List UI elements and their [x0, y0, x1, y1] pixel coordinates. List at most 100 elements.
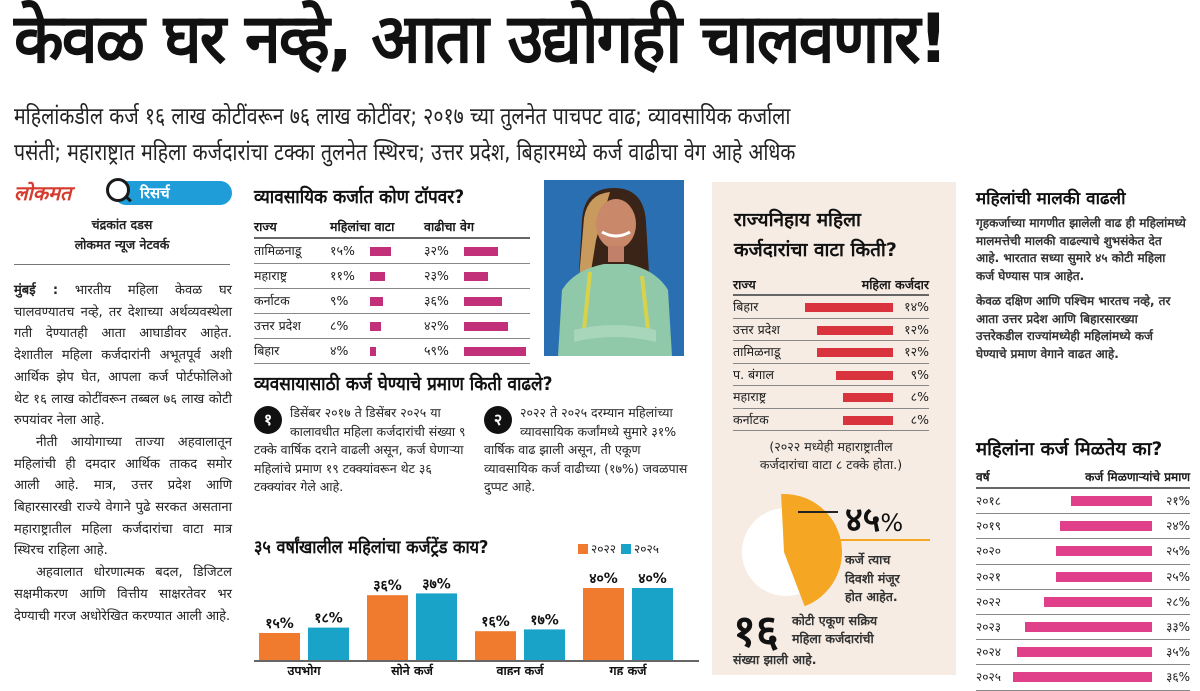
- state-share-header: राज्य महिला कर्जदार: [733, 275, 929, 296]
- same-day-unit: %: [880, 509, 904, 537]
- active-borrowers-caption-3: संख्या झाली आहे.: [733, 652, 817, 667]
- business-table-header: राज्य महिलांचा वाटा वाढीचा वेग: [254, 216, 530, 239]
- header-women-borrowers: महिला कर्जदार: [861, 277, 929, 292]
- business-table-row: कर्नाटक ९% ३६%: [254, 289, 530, 314]
- increase-point-1-text: डिसेंबर २०१७ ते डिसेंबर २०२५ या कालावधीत…: [254, 405, 466, 494]
- header-state: राज्य: [733, 277, 756, 292]
- row-value: ३५%: [1166, 645, 1190, 660]
- number-badge-1: १: [254, 406, 282, 434]
- loan-access-row: २०२२ २८%: [976, 590, 1190, 615]
- same-day-caption-2: दिवशी मंजूर: [845, 570, 900, 586]
- growth-bar: [464, 246, 498, 256]
- headline: केवळ घर नव्हे, आता उद्योगही चालवणार!: [14, 0, 948, 79]
- bar-value-label: १५%: [265, 616, 294, 632]
- dateline: मुंबई :: [14, 283, 59, 298]
- bar-value-label: १७%: [530, 612, 559, 628]
- subheadline-line-2: पसंती; महाराष्ट्रात महिला कर्जदारांचा टक…: [14, 138, 796, 166]
- loan-access-title: महिलांना कर्ज मिळतेय का?: [976, 439, 1163, 460]
- share-bar: [370, 296, 383, 306]
- loan-ratio-bar: [1059, 521, 1152, 532]
- state-share-row: प. बंगाल ९%: [733, 364, 929, 386]
- women-borrowers-bar: [804, 303, 893, 312]
- loan-ratio-bar: [1055, 571, 1152, 582]
- row-value: २५%: [1166, 569, 1190, 584]
- active-borrowers-caption-2: महिला कर्जदारांची: [792, 631, 874, 646]
- loan-access-row: २०२५ ३६%: [976, 665, 1190, 691]
- chart-title: ३५ वर्षांखालील महिलांचा कर्जट्रेंड काय?: [254, 537, 489, 558]
- same-day-caption-3: होत आहेत.: [845, 589, 898, 604]
- bar-२०२२-3: [583, 588, 624, 660]
- same-day-value: ४५: [845, 500, 881, 540]
- header-state: राज्य: [254, 219, 277, 234]
- growth-bar: [464, 296, 502, 306]
- share-value: ८%: [330, 318, 349, 333]
- row-state: बिहार: [254, 343, 280, 358]
- row-year: २०२०: [976, 544, 1001, 559]
- row-state: उत्तर प्रदेश: [733, 321, 780, 337]
- row-share: १५%: [330, 239, 424, 263]
- row-share: ९%: [330, 289, 424, 313]
- row-value: २५%: [1166, 544, 1190, 559]
- state-share-row: कर्नाटक ८%: [733, 409, 929, 431]
- subheadline: महिलांकडील कर्ज १६ लाख कोटींवरून ७६ लाख …: [14, 98, 993, 170]
- row-state: महाराष्ट्र: [254, 268, 288, 283]
- bar-२०२२-1: [367, 595, 408, 660]
- bar-२०२२-2: [475, 631, 516, 660]
- share-value: ११%: [330, 268, 355, 283]
- business-table-row: तामिळनाडू १५% ३२%: [254, 239, 530, 264]
- row-value: ९%: [910, 366, 929, 382]
- state-share-title-line-1: राज्यनिहाय महिला: [734, 209, 861, 231]
- row-state: कर्नाटक: [733, 411, 769, 427]
- row-growth: ३६%: [424, 289, 530, 313]
- state-share-row: बिहार १४%: [733, 296, 929, 319]
- row-state: कर्नाटक: [254, 293, 290, 308]
- growth-value: ३६%: [424, 293, 449, 308]
- share-bar: [370, 271, 386, 281]
- growth-bar: [464, 321, 509, 331]
- same-day-caption-1: कर्जे त्याच: [845, 552, 891, 567]
- share-value: ९%: [330, 293, 349, 308]
- bar-२०२५-0: [308, 627, 349, 660]
- increase-point-2-text: २०२२ ते २०२५ दरम्यान महिलांच्या व्यावसाय…: [484, 405, 688, 494]
- row-value: ३६%: [1166, 670, 1190, 685]
- share-value: ४%: [330, 343, 349, 358]
- header-loan-ratio: कर्ज मिळणाऱ्यांचे प्रमाण: [1085, 470, 1190, 484]
- article-paragraph-1: मुंबई : भारतीय महिला केवळ घर चालवण्यातच …: [14, 280, 232, 432]
- row-growth: ५९%: [424, 339, 530, 363]
- state-share-row: तामिळनाडू १२%: [733, 341, 929, 364]
- row-value: २८%: [1166, 594, 1190, 609]
- women-borrowers-bar: [842, 415, 893, 425]
- article-paragraph-1-text: भारतीय महिला केवळ घर चालवण्यातच नव्हे, त…: [14, 283, 232, 429]
- brand-name: लोकमत: [14, 181, 72, 205]
- bar-२०२५-3: [632, 588, 673, 660]
- row-year: २०२५: [976, 670, 1001, 685]
- bar-value-label: १६%: [481, 614, 510, 630]
- same-day-percent: ४५%: [845, 495, 903, 541]
- category-label: सोने कर्ज: [390, 663, 434, 675]
- byline-divider: [14, 264, 230, 265]
- bar-value-label: ४०%: [638, 571, 667, 587]
- lokmat-research-logo: लोकमत रिसर्च: [14, 178, 236, 208]
- loan-access-row: २०२३ ३३%: [976, 615, 1190, 641]
- bar-value-label: ४०%: [589, 571, 618, 587]
- business-table-row: उत्तर प्रदेश ८% ४२%: [254, 314, 530, 339]
- loan-access-row: २०१९ २४%: [976, 514, 1190, 540]
- increase-point-2: २ २०२२ ते २०२५ दरम्यान महिलांच्या व्यावस…: [484, 404, 698, 497]
- loan-access-row: २०२० २५%: [976, 539, 1190, 565]
- row-share: ८%: [330, 314, 424, 338]
- share-value: १५%: [330, 243, 355, 258]
- loan-ratio-bar: [1071, 496, 1152, 506]
- loan-access-header: वर्ष कर्ज मिळणाऱ्यांचे प्रमाण: [976, 468, 1190, 489]
- ownership-paragraph-2: केवळ दक्षिण आणि पश्चिम भारतच नव्हे, तर आ…: [976, 294, 1171, 361]
- business-table: राज्य महिलांचा वाटा वाढीचा वेग तामिळनाडू…: [254, 216, 530, 364]
- row-share: ११%: [330, 264, 424, 288]
- row-state: तामिळनाडू: [733, 344, 781, 359]
- woman-photo: [544, 180, 684, 356]
- category-label: वाहन कर्ज: [496, 663, 545, 675]
- legend-swatch-2022: [578, 543, 588, 554]
- loan-access-table: वर्ष कर्ज मिळणाऱ्यांचे प्रमाण २०१८ २१% २०१…: [976, 468, 1190, 691]
- state-share-title: राज्यनिहाय महिला कर्जदारांचा वाटा किती?: [734, 205, 897, 265]
- research-pill: रिसर्च: [114, 181, 232, 205]
- bar-२०२५-1: [416, 593, 457, 660]
- growth-bar: [464, 346, 526, 356]
